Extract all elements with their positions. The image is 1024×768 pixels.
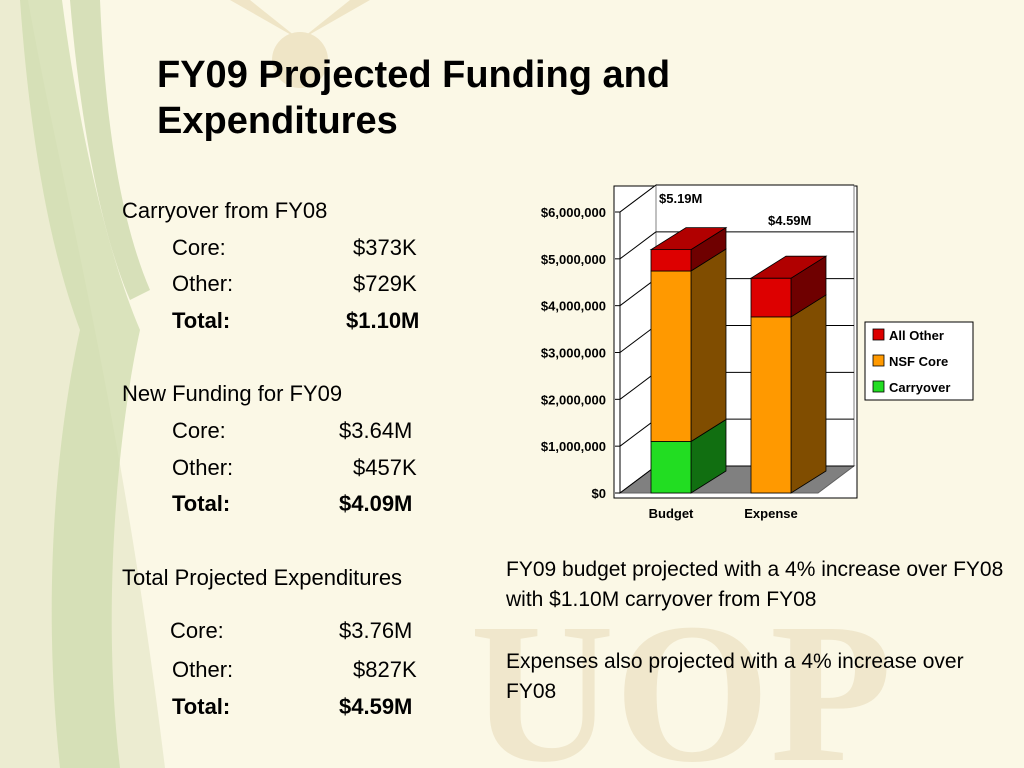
new-funding-other-label: Other: — [172, 455, 234, 480]
y-tick-label: $6,000,000 — [541, 205, 606, 220]
new-funding-heading: New Funding for FY09 — [122, 381, 343, 406]
legend-label-all-other: All Other — [889, 328, 944, 343]
note-budget: FY09 budget projected with a 4% increase… — [506, 558, 1004, 611]
legend-swatch-nsf-core — [872, 354, 885, 367]
x-tick-label-expense: Expense — [744, 506, 797, 521]
x-tick-label-budget: Budget — [649, 506, 694, 521]
gridline-side — [619, 184, 657, 213]
legend-label-nsf-core: NSF Core — [889, 354, 948, 369]
gridline-side — [619, 371, 657, 400]
new-funding-core-value: $3.64M — [339, 418, 413, 443]
carryover-total-label: Total: — [172, 308, 231, 333]
new-funding-total-value: $4.09M — [339, 491, 413, 516]
y-tick-label: $0 — [592, 486, 606, 501]
y-tick-label: $5,000,000 — [541, 252, 606, 267]
gridline-side — [619, 325, 657, 353]
y-tick-label: $3,000,000 — [541, 346, 606, 361]
svg-text:UOP: UOP — [470, 583, 892, 768]
slide-title: FY09 Projected Funding and Expenditures — [157, 52, 917, 144]
expenditures-core-value: $3.76M — [339, 618, 413, 643]
expenditures-total-label: Total: — [172, 694, 231, 719]
bar-budget-nsf-core-side — [690, 248, 727, 443]
bar-budget-top — [649, 227, 728, 251]
carryover-core-label: Core: — [172, 235, 226, 260]
bar-budget-nsf-core — [650, 270, 692, 442]
legend-swatch-carryover — [872, 380, 885, 393]
title-line-1: FY09 Projected Funding and — [157, 54, 671, 96]
data-label-expense-total: $4.59M — [768, 213, 811, 228]
new-funding-other-value: $457K — [353, 455, 417, 480]
note-expenses: Expenses also projected with a 4% increa… — [506, 650, 964, 703]
carryover-other-value: $729K — [353, 271, 417, 296]
carryover-heading: Carryover from FY08 — [122, 198, 328, 223]
expenditures-heading: Total Projected Expenditures — [122, 565, 403, 590]
bar-expense-top — [749, 255, 828, 279]
expenditures-other-value: $827K — [353, 657, 417, 682]
y-tick-label: $4,000,000 — [541, 299, 606, 314]
bar-budget-carryover — [650, 441, 692, 494]
carryover-total-value: $1.10M — [346, 308, 420, 333]
carryover-other-label: Other: — [172, 271, 234, 296]
title-line-2: Expenditures — [157, 100, 398, 142]
new-funding-core-label: Core: — [172, 418, 226, 443]
legend-swatch-all-other — [872, 328, 885, 341]
expenditures-total-value: $4.59M — [339, 694, 413, 719]
gridline-side — [619, 278, 657, 307]
gridline-side — [619, 465, 657, 494]
legend-label-carryover: Carryover — [889, 380, 950, 395]
gridline-side — [619, 418, 657, 447]
bar-expense-nsf-core — [750, 316, 792, 494]
chart-notes: FY09 budget projected with a 4% increase… — [506, 555, 1016, 739]
y-tick-label: $1,000,000 — [541, 439, 606, 454]
new-funding-total-label: Total: — [172, 491, 231, 516]
y-tick-label: $2,000,000 — [541, 392, 606, 407]
funding-chart: $0 $1,000,000 $2,000,000 $3,000,000 $4,000,0… — [541, 184, 974, 521]
bar-expense-nsf-core-side — [790, 294, 827, 494]
data-label-budget-total: $5.19M — [659, 191, 702, 206]
bar-budget-all-other — [650, 249, 692, 272]
carryover-core-value: $373K — [353, 235, 417, 260]
expenditures-other-label: Other: — [172, 657, 234, 682]
gridline-side — [619, 231, 657, 260]
bar-expense-all-other — [750, 277, 792, 318]
expenditures-core-label: Core: — [170, 618, 224, 643]
